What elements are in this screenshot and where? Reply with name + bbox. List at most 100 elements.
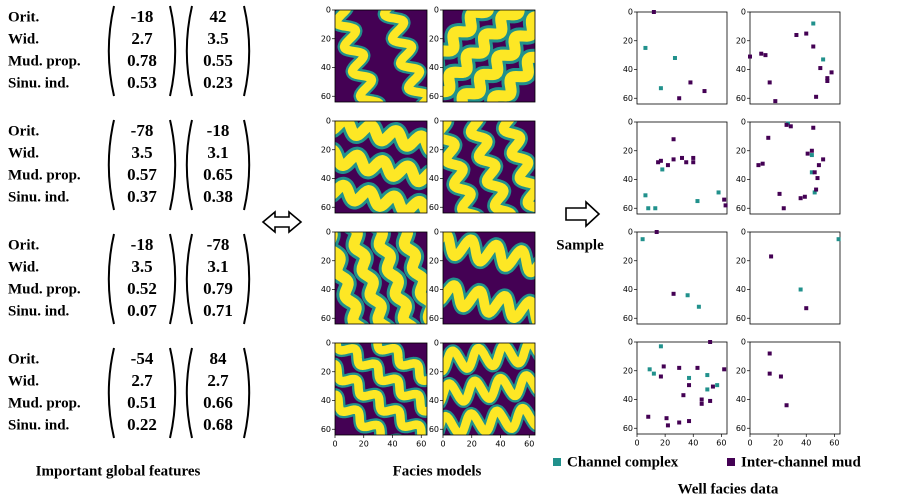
well-point: [671, 291, 676, 296]
well-point: [696, 304, 701, 309]
plot-frame: [636, 231, 728, 325]
feature-value: 0.22: [127, 415, 157, 434]
y-tick-label: 20: [736, 146, 746, 155]
well-point: [687, 375, 692, 380]
facies-model: [335, 343, 427, 435]
plot-frame: [749, 11, 841, 105]
well-point: [646, 414, 651, 419]
feature-label: Orit.: [8, 237, 39, 253]
y-tick-label: 60: [623, 314, 633, 323]
frame: [442, 120, 536, 214]
y-tick-label: 20: [623, 146, 633, 155]
feature-value: 0.23: [203, 73, 233, 92]
well-point: [643, 193, 648, 198]
double-arrow: [261, 210, 303, 234]
well-point: [722, 197, 727, 202]
well-point: [778, 374, 783, 379]
y-tick-label: 20: [623, 36, 633, 45]
well-point: [705, 387, 710, 392]
y-tick-label: 0: [326, 117, 331, 126]
x-tick-label: 20: [467, 440, 477, 449]
well-point: [788, 124, 793, 129]
x-tick-label: 60: [716, 439, 726, 448]
facies-model: [335, 232, 427, 324]
y-tick-label: 60: [429, 314, 439, 323]
channel: [443, 280, 535, 324]
well-point: [777, 191, 782, 196]
well-point: [671, 157, 676, 162]
well-point: [710, 384, 715, 389]
feature-label: Wid.: [8, 373, 39, 389]
feature-label: Sinu. ind.: [8, 417, 70, 433]
y-tick-label: 20: [429, 145, 439, 154]
feature-value: 0.51: [127, 393, 157, 412]
y-tick-label: 20: [429, 34, 439, 43]
well-point: [658, 344, 663, 349]
well-point: [811, 21, 816, 26]
channel: [487, 51, 535, 102]
y-tick-label: 40: [623, 395, 633, 404]
x-tick-label: 60: [524, 440, 534, 449]
well-point: [658, 158, 663, 163]
x-tick-label: 40: [688, 439, 698, 448]
well-point: [651, 10, 656, 14]
well-point: [661, 364, 666, 369]
feature-label: Wid.: [8, 145, 39, 161]
channel: [335, 145, 427, 188]
well-point: [695, 199, 700, 204]
well-point: [794, 33, 799, 37]
facies-model: [443, 10, 535, 102]
channel: [443, 10, 494, 57]
x-tick-label: 0: [634, 439, 639, 448]
legend-label: Channel complex: [567, 454, 679, 470]
y-tick-label: 40: [321, 285, 331, 294]
x-tick-label: 20: [660, 439, 670, 448]
well-point: [658, 374, 663, 379]
parenthesis: [169, 233, 177, 325]
feature-label: Mud. prop.: [8, 53, 81, 69]
feature-value: 2.7: [131, 371, 153, 390]
channel: [398, 232, 427, 324]
feature-label: Sinu. ind.: [8, 189, 70, 205]
frame: [334, 231, 428, 325]
frame: [442, 231, 536, 325]
y-tick-label: 40: [321, 63, 331, 72]
well-point: [769, 254, 774, 259]
facies-caption: Facies models: [393, 463, 482, 479]
well-point: [715, 383, 720, 388]
feature-label: Orit.: [8, 9, 39, 25]
feature-value: 3.5: [131, 143, 152, 162]
well-point: [766, 135, 771, 140]
feature-value: 0.65: [203, 165, 233, 184]
y-tick-label: 60: [429, 203, 439, 212]
y-tick-label: 60: [623, 94, 633, 103]
channel: [443, 121, 481, 213]
parenthesis: [107, 233, 115, 325]
plot-frame: [749, 341, 841, 435]
y-tick-label: 60: [736, 424, 746, 433]
feature-value: -78: [207, 235, 230, 254]
well-point: [723, 203, 728, 208]
well-point: [677, 420, 682, 425]
legend-label: Inter-channel mud: [741, 454, 862, 470]
y-tick-label: 40: [736, 285, 746, 294]
well-point: [804, 306, 809, 311]
y-tick-label: 20: [623, 256, 633, 265]
parenthesis: [243, 233, 251, 325]
well-point: [759, 51, 764, 56]
well-point: [836, 237, 841, 242]
sample-label: Sample: [556, 237, 604, 253]
well-point: [699, 397, 704, 402]
y-tick-label: 0: [434, 339, 439, 348]
y-tick-label: 20: [321, 145, 331, 154]
y-tick-label: 60: [321, 425, 331, 434]
channel: [373, 232, 418, 324]
well-point: [651, 371, 656, 376]
feature-value: -18: [131, 7, 154, 26]
well-point: [677, 96, 682, 101]
feature-value: 3.5: [131, 257, 152, 276]
well-point: [815, 176, 820, 181]
well-point: [809, 148, 814, 153]
well-point: [665, 423, 670, 428]
well-point: [643, 45, 648, 50]
